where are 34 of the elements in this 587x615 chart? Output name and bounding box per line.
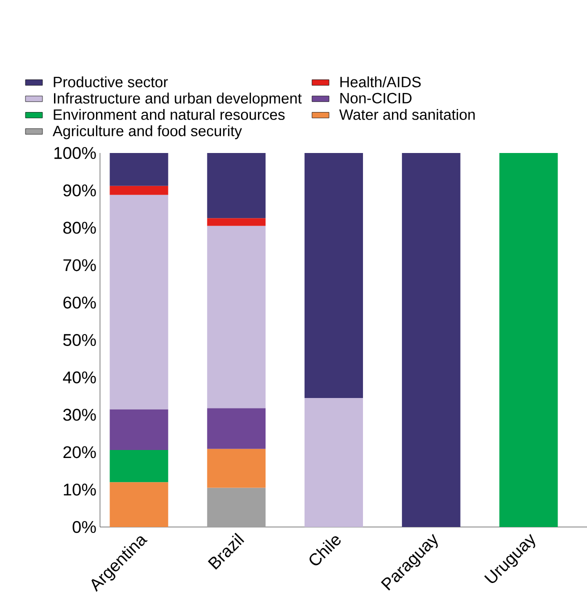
y-tick-label: 50% bbox=[63, 334, 96, 346]
y-tick-label: 10% bbox=[64, 484, 96, 496]
y-tick-label: 90% bbox=[63, 184, 96, 196]
bar bbox=[207, 488, 266, 527]
bar bbox=[207, 218, 266, 226]
y-tick-label: 60% bbox=[63, 296, 96, 309]
legend-label: Health/AIDS bbox=[340, 76, 421, 88]
bar bbox=[402, 152, 460, 527]
y-tick-label: 70% bbox=[63, 259, 96, 272]
bar bbox=[110, 152, 168, 186]
legend-label: Productive sector bbox=[54, 76, 168, 88]
legend-label: Agriculture and food security bbox=[52, 125, 242, 140]
bar bbox=[110, 409, 168, 450]
legend-label: Water and sanitation bbox=[339, 108, 475, 120]
bar bbox=[110, 450, 168, 482]
bar bbox=[110, 194, 168, 410]
bar bbox=[207, 408, 266, 449]
bar bbox=[304, 152, 363, 398]
y-tick-label: 100% bbox=[54, 147, 96, 159]
bar bbox=[207, 448, 266, 488]
legend-label: Non-CICID bbox=[340, 92, 412, 104]
bar bbox=[110, 482, 168, 527]
y-tick-label: 40% bbox=[62, 371, 96, 384]
bar bbox=[304, 398, 363, 527]
legend-label: Infrastructure and urban development bbox=[54, 92, 302, 107]
bar bbox=[207, 226, 266, 408]
bar bbox=[499, 152, 558, 527]
y-tick-label: 20% bbox=[63, 446, 96, 458]
y-tick-label: 30% bbox=[63, 408, 96, 421]
bar bbox=[207, 152, 266, 218]
y-tick-label: 80% bbox=[63, 222, 96, 234]
bar bbox=[110, 186, 168, 195]
y-tick-label: 0% bbox=[72, 521, 96, 534]
legend-label: Environment and natural resources bbox=[54, 108, 285, 120]
